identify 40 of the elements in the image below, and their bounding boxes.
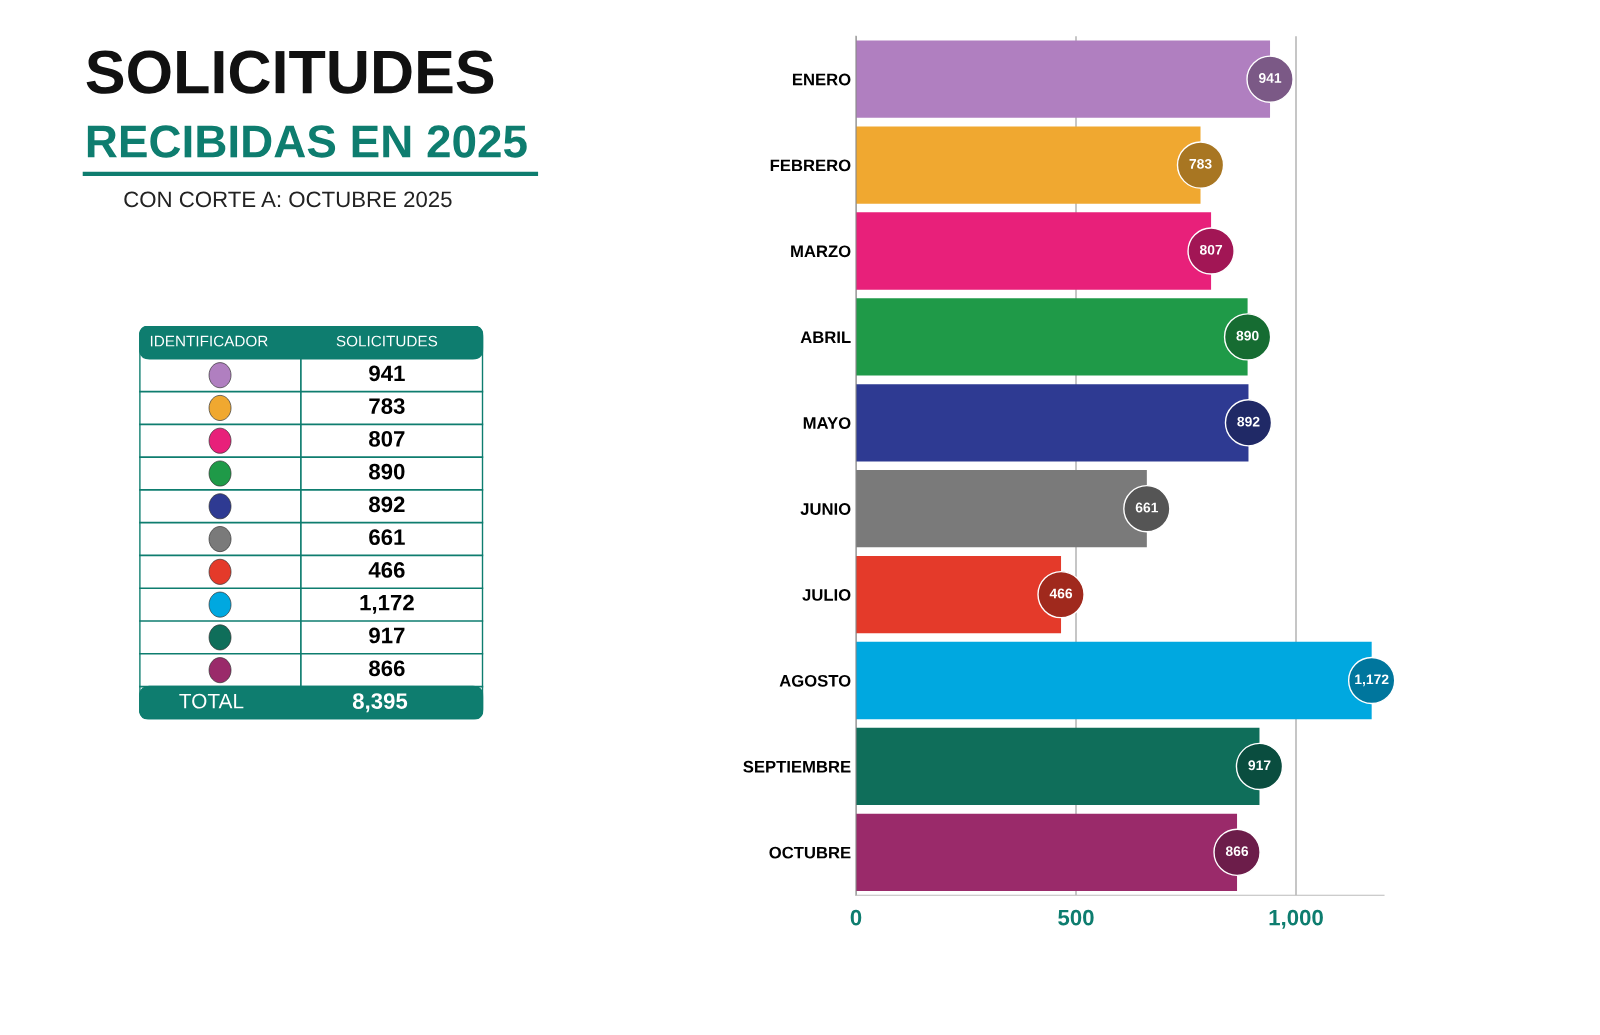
text: 890: [369, 463, 405, 480]
text: 807: [369, 430, 405, 447]
data-label: 661: [1135, 502, 1159, 513]
y-tick-label: ABRIL: [800, 331, 851, 343]
text: CON CORTE A: OCTUBRE 2025: [124, 191, 452, 208]
y-tick-label: SEPTIEMBRE: [743, 760, 851, 773]
text: 941: [369, 365, 405, 382]
text: TOTAL: [179, 693, 244, 709]
data-label: 783: [1189, 158, 1212, 169]
y-tick-label: FEBRERO: [770, 159, 851, 172]
text: SOLICITUDES: [336, 335, 438, 347]
x-tick-label: 500: [1058, 909, 1094, 926]
data-label: 917: [1248, 760, 1271, 771]
y-tick-label: MARZO: [791, 245, 851, 258]
text: RECIBIDAS EN 2025: [87, 125, 527, 158]
data-label: 807: [1199, 244, 1223, 255]
y-tick-label: JULIO: [802, 589, 851, 601]
y-tick-label: AGOSTO: [779, 674, 851, 687]
data-label: 941: [1258, 73, 1282, 83]
text: 661: [369, 529, 405, 546]
data-label: 466: [1049, 588, 1073, 599]
y-tick-label: ENERO: [792, 73, 851, 86]
text: IDENTIFICADOR: [150, 335, 268, 347]
text: 466: [368, 562, 405, 578]
data-label: 1,172: [1355, 674, 1389, 687]
data-label: 890: [1236, 330, 1259, 341]
text: 866: [369, 660, 405, 677]
text: 1,172: [360, 594, 414, 614]
data-label: 892: [1237, 416, 1260, 427]
y-tick-label: MAYO: [803, 417, 851, 429]
y-tick-label: JUNIO: [800, 503, 851, 515]
text: 783: [369, 398, 405, 414]
x-tick-label: 1,000: [1269, 909, 1323, 929]
text: 892: [369, 496, 405, 513]
text: SOLICITUDES: [86, 50, 494, 94]
data-label: 866: [1225, 846, 1249, 857]
text: 8,395: [352, 693, 408, 713]
y-tick-label: OCTUBRE: [769, 846, 851, 859]
x-tick-label: 0: [850, 909, 862, 926]
text: 917: [369, 627, 405, 644]
